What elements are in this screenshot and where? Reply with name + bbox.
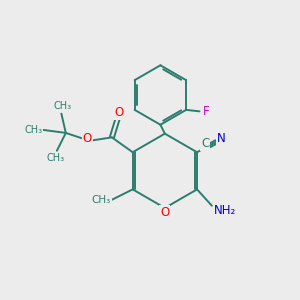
Text: CH₃: CH₃ <box>46 153 64 163</box>
Text: CH₃: CH₃ <box>92 195 111 205</box>
Text: O: O <box>82 132 92 146</box>
Text: O: O <box>160 206 170 219</box>
Text: CH₃: CH₃ <box>24 125 42 135</box>
Text: F: F <box>203 105 209 118</box>
Text: O: O <box>115 106 124 118</box>
Text: C: C <box>201 137 209 150</box>
Text: CH₃: CH₃ <box>54 101 72 111</box>
Text: N: N <box>217 132 226 146</box>
Text: NH₂: NH₂ <box>214 204 236 217</box>
